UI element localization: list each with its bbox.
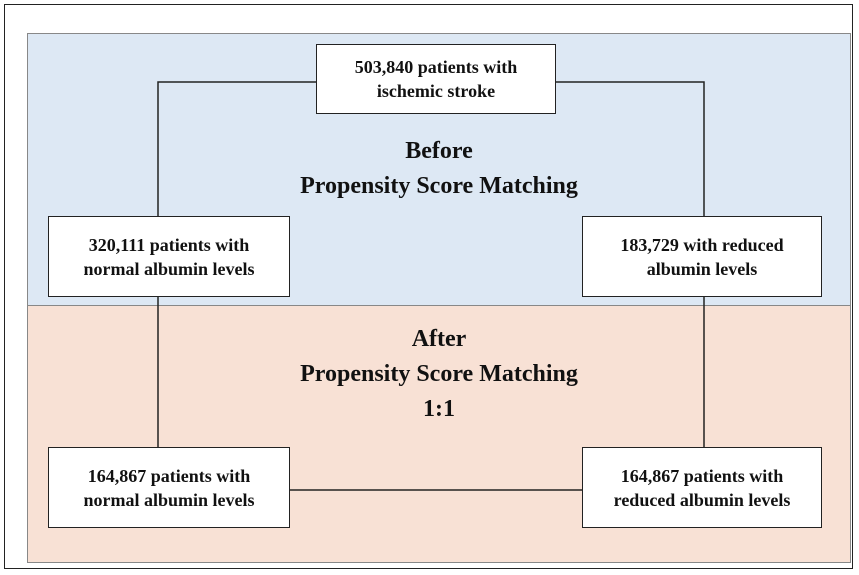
node-line: 503,840 patients with (354, 57, 518, 77)
node-line: 164,867 patients with (87, 465, 251, 486)
title-line: Propensity Score Matching (300, 173, 578, 199)
node: 164,867 patients with normal albumin lev… (48, 447, 290, 528)
node: 164,867 patients with reduced albumin le… (582, 447, 822, 528)
section-title: After Propensity Score Matching 1:1 (27, 322, 851, 427)
node: 503,840 patients with ischemic stroke (316, 44, 556, 114)
frame (4, 4, 853, 569)
connector (556, 81, 705, 216)
title-line: Before (405, 138, 473, 164)
node-line: ischemic stroke (376, 81, 496, 101)
node-line: 320,111 patients with (88, 234, 250, 255)
node: 320,111 patients with normal albumin lev… (48, 216, 290, 297)
node: 183,729 with reduced albumin levels (582, 216, 822, 297)
connector (157, 81, 316, 216)
title-line: 1:1 (423, 396, 455, 422)
title-line: Propensity Score Matching (300, 361, 578, 387)
title-line: After (411, 326, 467, 352)
node-line: reduced albumin levels (613, 489, 791, 510)
node-line: albumin levels (646, 258, 758, 279)
node-line: 164,867 patients with (620, 465, 784, 486)
section-title: Before Propensity Score Matching (27, 134, 851, 204)
node-line: 183,729 with reduced (620, 234, 784, 255)
node-line: normal albumin levels (83, 489, 255, 510)
node-line: normal albumin levels (83, 258, 255, 279)
